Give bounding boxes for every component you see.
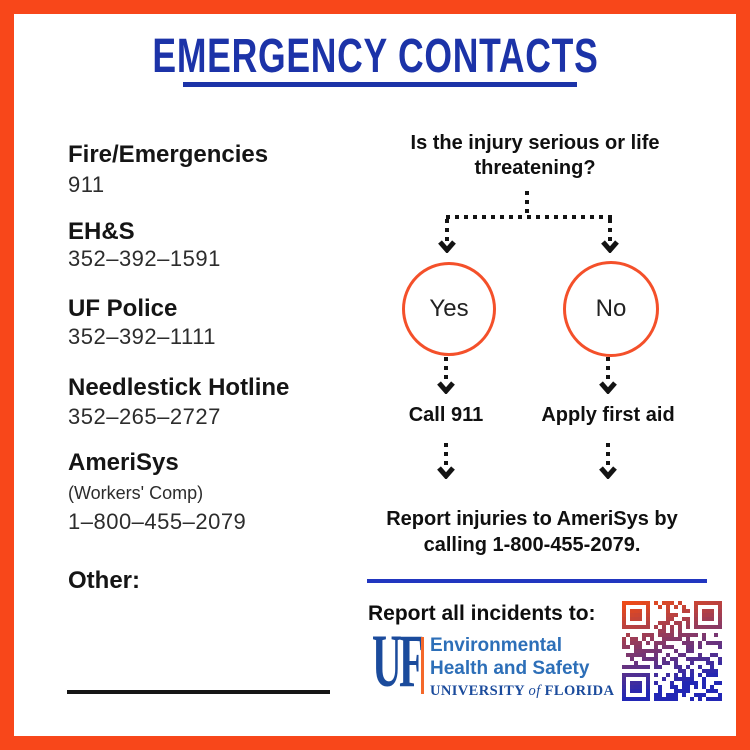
poster-panel — [14, 14, 736, 736]
logo-of-word: of — [528, 683, 541, 699]
contact-number-fire: 911 — [68, 172, 105, 197]
contact-label-needlestick: Needlestick Hotline — [68, 374, 290, 401]
page-title: EMERGENCY CONTACTS — [151, 30, 599, 83]
contact-number-amerisys: 1–800–455–2079 — [68, 509, 247, 534]
contact-label-other: Other: — [68, 567, 140, 594]
contact-sublabel-amerisys: (Workers' Comp) — [68, 483, 204, 503]
dotted-connector-no-2 — [606, 443, 610, 465]
contact-number-ehs: 352–392–1591 — [68, 246, 221, 271]
flowchart-node-no: No — [563, 261, 659, 357]
contact-label-ehs: EH&S — [68, 218, 135, 245]
blue-divider — [367, 579, 707, 583]
dotted-connector-yes-2 — [444, 443, 448, 465]
dotted-connector-yes-1 — [444, 357, 448, 382]
node-no-label: No — [595, 295, 627, 322]
contact-number-needlestick: 352–265–2727 — [68, 404, 221, 429]
logo-university-word: UNIVERSITY — [430, 683, 525, 699]
arrow-down-icon — [598, 466, 618, 480]
logo-line-environmental: Environmental — [430, 635, 562, 656]
dotted-connector-no-stub — [608, 219, 612, 241]
dotted-connector-top — [525, 191, 529, 216]
logo-line-university: UNIVERSITY of FLORIDA — [430, 683, 614, 700]
flowchart-question: Is the injury serious or life threatenin… — [410, 132, 660, 179]
uf-logo-text: Environmental Health and Safety UNIVERSI… — [430, 634, 614, 700]
action-call-911: Call 911 — [408, 404, 484, 426]
contact-label-amerisys: AmeriSys — [68, 449, 179, 476]
contact-number-uf-police: 352–392–1111 — [68, 324, 216, 349]
logo-line-health-safety: Health and Safety — [430, 658, 590, 679]
flowchart-node-yes: Yes — [402, 262, 496, 356]
other-blank-line — [67, 690, 330, 694]
uf-logo-divider-bar — [421, 637, 424, 694]
arrow-down-icon — [436, 466, 456, 480]
contact-label-fire: Fire/Emergencies — [68, 141, 269, 168]
arrow-down-icon — [598, 381, 618, 395]
title-wrap: EMERGENCY CONTACTS — [0, 33, 750, 81]
dotted-connector-no-1 — [606, 357, 610, 382]
arrow-down-icon — [600, 240, 620, 254]
node-yes-label: Yes — [429, 295, 469, 322]
qr-code — [620, 599, 724, 703]
footer-heading: Report all incidents to: — [368, 602, 596, 625]
contact-label-uf-police: UF Police — [68, 295, 178, 322]
arrow-down-icon — [436, 381, 456, 395]
title-underline — [183, 82, 577, 87]
dotted-connector-branch — [446, 215, 613, 219]
flowchart-outcome: Report injuries to AmeriSys by calling 1… — [386, 508, 678, 556]
dotted-connector-yes-stub — [445, 219, 449, 241]
arrow-down-icon — [437, 240, 457, 254]
action-first-aid: Apply first aid — [541, 404, 675, 426]
uf-logo-monogram: UF — [372, 620, 424, 703]
logo-florida-word: FLORIDA — [544, 683, 615, 699]
